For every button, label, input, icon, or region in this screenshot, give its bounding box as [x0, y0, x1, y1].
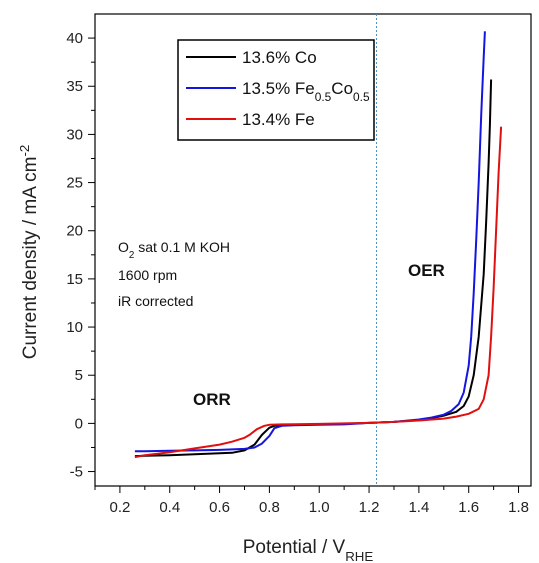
legend-entry-2: 13.5% Fe0.5Co0.5 — [242, 79, 370, 104]
x-tick-label: 1.6 — [458, 499, 479, 516]
y-tick-label: 25 — [66, 175, 83, 192]
y-axis-label: Current density / mA cm-2 — [17, 145, 42, 360]
y-tick-label: 0 — [75, 415, 83, 432]
x-tick-label: 0.8 — [259, 499, 280, 516]
y-tick-label: 30 — [66, 126, 83, 143]
orr-label: ORR — [193, 390, 231, 409]
condition-electrolyte: O2 sat 0.1 M KOH — [118, 239, 230, 261]
x-tick-label: 0.4 — [159, 499, 180, 516]
x-tick-label: 0.2 — [109, 499, 130, 516]
x-tick-label: 0.6 — [209, 499, 230, 516]
y-tick-label: -5 — [70, 464, 83, 481]
legend-entry-3: 13.4% Fe — [242, 110, 315, 129]
x-tick-label: 1.8 — [508, 499, 529, 516]
y-tick-label: 10 — [66, 319, 83, 336]
oer-label: OER — [408, 261, 445, 280]
y-tick-label: 5 — [75, 367, 83, 384]
series-line-3 — [134, 126, 503, 459]
y-tick-label: 40 — [66, 30, 83, 47]
x-tick-label: 1.4 — [408, 499, 429, 516]
y-tick-label: 15 — [66, 271, 83, 288]
condition-rotation: 1600 rpm — [118, 267, 177, 283]
x-tick-label: 1.0 — [309, 499, 330, 516]
plot-area-frame — [94, 13, 532, 487]
x-axis-label: Potential / VRHE — [243, 537, 374, 563]
condition-correction: iR corrected — [118, 293, 193, 309]
legend-entry-1: 13.6% Co — [242, 48, 317, 67]
y-tick-label: 20 — [66, 223, 83, 240]
y-tick-label: 35 — [66, 78, 83, 95]
x-tick-label: 1.2 — [359, 499, 380, 516]
